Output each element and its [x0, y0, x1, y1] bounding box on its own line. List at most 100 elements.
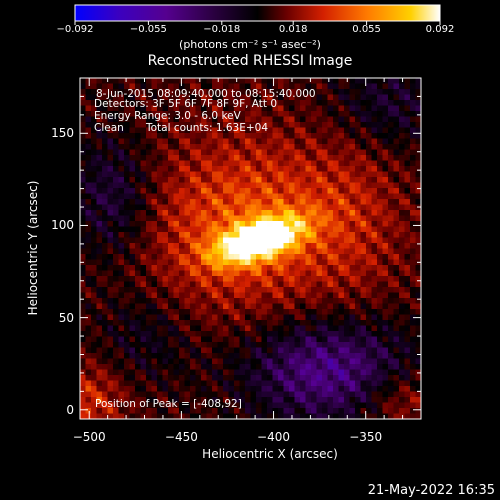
heatmap-cell	[399, 325, 405, 332]
heatmap-cell	[267, 210, 273, 216]
heatmap-cell	[388, 270, 394, 277]
heatmap-cell	[371, 111, 378, 117]
heatmap-cell	[388, 133, 394, 139]
heatmap-cell	[283, 204, 290, 211]
heatmap-cell	[85, 100, 92, 106]
heatmap-cell	[173, 160, 180, 167]
heatmap-cell	[206, 380, 213, 387]
heatmap-cell	[234, 160, 240, 167]
heatmap-cell	[129, 408, 136, 414]
heatmap-cell	[195, 166, 202, 172]
heatmap-cell	[283, 177, 290, 183]
heatmap-cell	[300, 232, 306, 238]
heatmap-cell	[382, 259, 389, 266]
heatmap-cell	[322, 314, 328, 321]
heatmap-cell	[228, 397, 235, 403]
heatmap-cell	[173, 122, 180, 128]
heatmap-cell	[184, 248, 191, 255]
heatmap-cell	[124, 397, 130, 403]
heatmap-cell	[333, 353, 339, 359]
heatmap-cell	[267, 270, 273, 277]
heatmap-cell	[399, 292, 405, 299]
heatmap-cell	[206, 397, 213, 403]
heatmap-cell	[107, 182, 114, 189]
heatmap-cell	[206, 342, 213, 348]
heatmap-cell	[118, 166, 125, 172]
heatmap-cell	[355, 336, 361, 343]
heatmap-cell	[80, 226, 86, 233]
heatmap-cell	[415, 144, 422, 150]
heatmap-cell	[179, 177, 185, 183]
heatmap-cell	[333, 397, 339, 403]
heatmap-cell	[404, 276, 411, 282]
heatmap-cell	[146, 353, 152, 359]
heatmap-cell	[234, 193, 240, 200]
heatmap-cell	[85, 105, 92, 112]
heatmap-cell	[168, 254, 174, 260]
heatmap-cell	[168, 182, 174, 189]
heatmap-cell	[393, 122, 400, 128]
heatmap-cell	[80, 116, 86, 123]
heatmap-cell	[261, 402, 268, 409]
heatmap-cell	[151, 221, 158, 227]
heatmap-cell	[206, 138, 213, 145]
heatmap-cell	[399, 303, 405, 310]
heatmap-cell	[366, 138, 372, 145]
heatmap-cell	[316, 331, 323, 337]
heatmap-cell	[239, 353, 246, 359]
heatmap-cell	[206, 331, 213, 337]
heatmap-cell	[146, 138, 152, 145]
heatmap-cell	[184, 243, 191, 249]
heatmap-cell	[355, 380, 361, 387]
heatmap-cell	[272, 193, 279, 200]
heatmap-cell	[294, 133, 301, 139]
heatmap-cell	[388, 325, 394, 332]
heatmap-cell	[212, 369, 218, 376]
heatmap-cell	[283, 292, 290, 299]
heatmap-cell	[129, 243, 136, 249]
heatmap-cell	[355, 182, 361, 189]
heatmap-cell	[195, 100, 202, 106]
heatmap-cell	[118, 276, 125, 282]
heatmap-cell	[360, 160, 367, 167]
heatmap-cell	[349, 182, 356, 189]
heatmap-cell	[201, 402, 207, 409]
heatmap-cell	[283, 254, 290, 260]
heatmap-cell	[184, 281, 191, 288]
heatmap-cell	[404, 325, 411, 332]
heatmap-cell	[212, 413, 218, 420]
heatmap-cell	[80, 336, 86, 343]
heatmap-cell	[80, 166, 86, 172]
heatmap-cell	[157, 413, 163, 420]
heatmap-cell	[272, 116, 279, 123]
heatmap-cell	[234, 221, 240, 227]
heatmap-cell	[360, 226, 367, 233]
heatmap-cell	[80, 155, 86, 161]
heatmap-cell	[212, 309, 218, 315]
heatmap-cell	[294, 83, 301, 90]
heatmap-cell	[91, 342, 97, 348]
heatmap-cell	[388, 353, 394, 359]
heatmap-cell	[190, 292, 196, 299]
heatmap-cell	[327, 287, 334, 293]
heatmap-cell	[135, 391, 141, 398]
heatmap-cell	[245, 160, 251, 167]
heatmap-cell	[300, 353, 306, 359]
heatmap-cell	[162, 287, 169, 293]
heatmap-cell	[294, 287, 301, 293]
heatmap-cell	[294, 232, 301, 238]
heatmap-cell	[327, 155, 334, 161]
heatmap-cell	[146, 375, 152, 381]
heatmap-cell	[300, 226, 306, 233]
heatmap-cell	[168, 353, 174, 359]
heatmap-cell	[168, 375, 174, 381]
heatmap-cell	[305, 292, 312, 299]
heatmap-cell	[393, 364, 400, 370]
heatmap-cell	[311, 397, 317, 403]
heatmap-cell	[415, 386, 422, 392]
heatmap-cell	[206, 248, 213, 255]
heatmap-cell	[399, 83, 405, 90]
heatmap-cell	[388, 177, 394, 183]
heatmap-cell	[162, 331, 169, 337]
heatmap-cell	[415, 331, 422, 337]
